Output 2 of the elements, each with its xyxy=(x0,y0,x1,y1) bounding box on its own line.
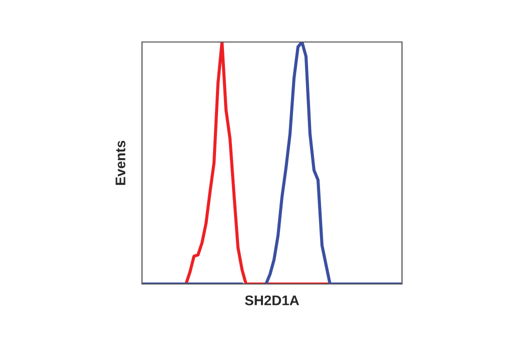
y-axis-title: Events xyxy=(116,140,126,185)
x-axis-title: SH2D1A xyxy=(245,295,300,306)
